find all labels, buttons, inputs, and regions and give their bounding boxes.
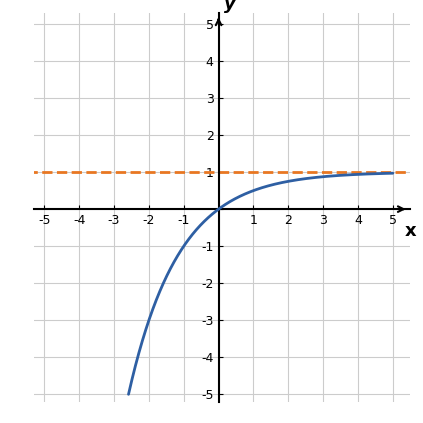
Text: y: y (224, 0, 236, 13)
Text: x: x (404, 222, 416, 240)
